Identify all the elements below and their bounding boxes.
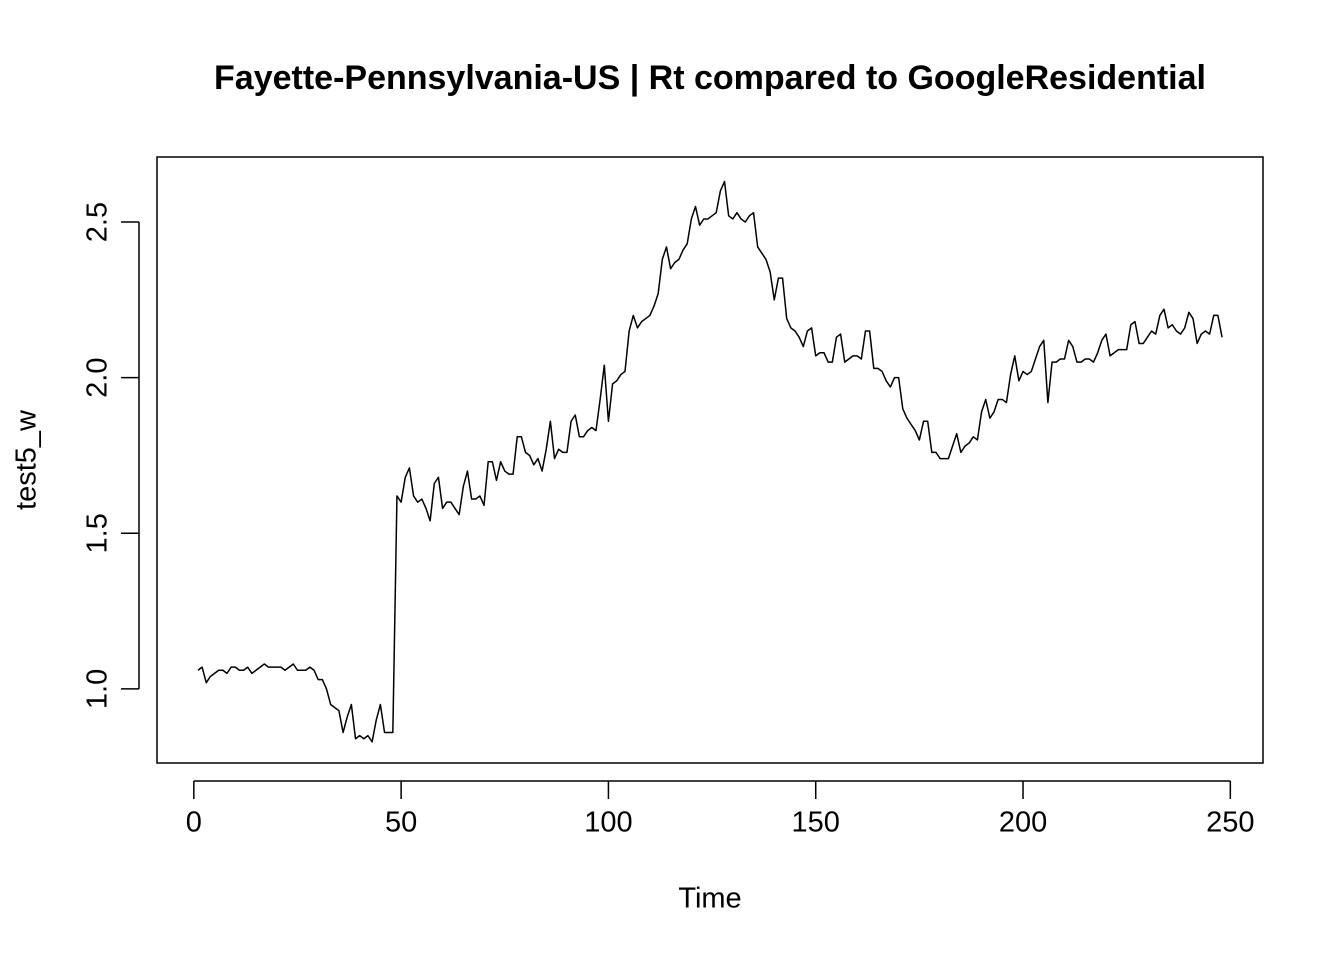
y-tick-label: 2.0	[82, 358, 114, 398]
data-line	[197, 180, 1223, 743]
x-axis-label: Time	[678, 883, 741, 915]
y-axis-label: test5_w	[11, 409, 43, 510]
y-tick-label: 2.5	[82, 202, 114, 242]
y-tick-label: 1.5	[82, 513, 114, 553]
y-tick-label: 1.0	[82, 669, 114, 709]
x-tick-label: 100	[584, 807, 632, 839]
x-tick-label: 0	[186, 807, 202, 839]
x-tick-label: 150	[792, 807, 840, 839]
x-tick-label: 50	[385, 807, 417, 839]
plot-frame	[156, 156, 1264, 764]
x-tick-label: 200	[999, 807, 1047, 839]
x-tick-label: 250	[1206, 807, 1254, 839]
chart-title: Fayette-Pennsylvania-US | Rt compared to…	[214, 59, 1206, 97]
